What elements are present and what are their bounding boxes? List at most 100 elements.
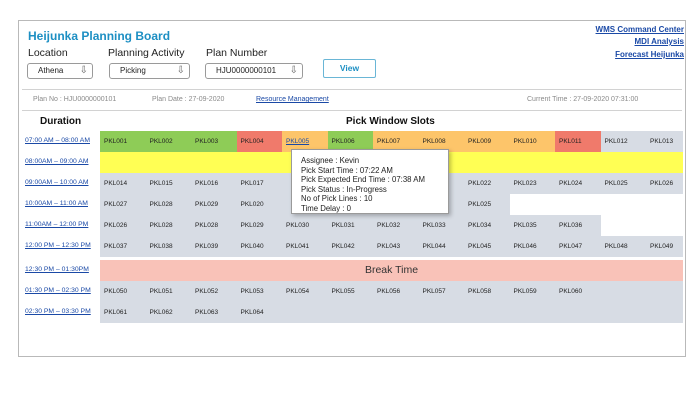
- pick-slot-cell[interactable]: PKL042: [327, 236, 373, 257]
- pick-slot-cell[interactable]: PKL055: [327, 281, 373, 302]
- pick-slot-cell[interactable]: PKL010: [509, 131, 555, 152]
- link-wms-command-center[interactable]: WMS Command Center: [595, 25, 684, 34]
- time-slot-link[interactable]: 10:00AM – 11:00 AM: [25, 200, 88, 207]
- pick-slot-cell[interactable]: PKL006: [327, 131, 373, 152]
- pick-slot-cell[interactable]: PKL017: [236, 173, 282, 194]
- pick-details-tooltip: Assignee : Kevin Pick Start Time : 07:22…: [291, 149, 449, 214]
- pick-slot-cell[interactable]: PKL013: [646, 131, 683, 152]
- pick-slot-cell[interactable]: PKL028: [145, 215, 191, 236]
- pick-slot-cell[interactable]: PKL037: [100, 236, 146, 257]
- pick-slot-cell[interactable]: PKL015: [145, 173, 191, 194]
- pick-slot-cell[interactable]: PKL022: [464, 173, 510, 194]
- pick-slot-cell[interactable]: PKL005: [282, 131, 328, 152]
- pick-slot-cell[interactable]: PKL052: [191, 281, 237, 302]
- pick-slot-cell[interactable]: PKL029: [236, 215, 282, 236]
- pick-slot-cell[interactable]: PKL035: [509, 215, 555, 236]
- empty-slot-cell: [601, 194, 647, 215]
- time-slot-link[interactable]: 12:30 PM – 01:30PM: [25, 266, 89, 273]
- pick-slot-cell[interactable]: PKL007: [373, 131, 419, 152]
- pick-slot-cell[interactable]: PKL001: [100, 131, 146, 152]
- tooltip-pick-lines: No of Pick Lines : 10: [301, 194, 373, 203]
- pick-slot-cell[interactable]: PKL048: [600, 236, 646, 257]
- pick-slot-cell[interactable]: PKL033: [418, 215, 464, 236]
- plan-no-text: Plan No : HJU0000000101: [33, 96, 117, 103]
- pick-slot-cell[interactable]: PKL009: [464, 131, 510, 152]
- pick-slot-cell[interactable]: PKL031: [327, 215, 373, 236]
- pick-slot-cell[interactable]: PKL056: [373, 281, 419, 302]
- pick-slot-cell[interactable]: PKL047: [555, 236, 601, 257]
- pick-slot-cell[interactable]: PKL051: [145, 281, 191, 302]
- empty-slot-cell: [600, 302, 646, 323]
- pick-slot-cell[interactable]: PKL046: [509, 236, 555, 257]
- pick-slot-cell[interactable]: PKL039: [191, 236, 237, 257]
- pick-slot-cell[interactable]: PKL024: [555, 173, 601, 194]
- pick-slot-cell[interactable]: PKL038: [145, 236, 191, 257]
- schedule-row: 12:30 PM – 01:30PM Break Time: [20, 260, 683, 281]
- divider: [22, 89, 682, 90]
- pick-slot-cell[interactable]: PKL044: [418, 236, 464, 257]
- pick-slot-cell[interactable]: PKL060: [555, 281, 601, 302]
- pick-slot-cell[interactable]: PKL061: [100, 302, 146, 323]
- schedule-row: 07:00 AM – 08:00 AM PKL001 PKL002 PKL003 PKL…: [20, 131, 683, 152]
- pick-slot-cell[interactable]: PKL016: [191, 173, 237, 194]
- time-slot-link[interactable]: 11:00AM – 12:00 PM: [25, 221, 89, 228]
- pick-slot-cell[interactable]: PKL053: [236, 281, 282, 302]
- pick-slot-cell[interactable]: PKL032: [373, 215, 419, 236]
- time-slot-link[interactable]: 08:00AM – 09:00 AM: [25, 158, 89, 165]
- empty-slot-cell: [418, 302, 464, 323]
- pick-slot-cell[interactable]: PKL040: [236, 236, 282, 257]
- pick-slot-cell[interactable]: PKL059: [509, 281, 555, 302]
- pick-slot-cell[interactable]: PKL028: [191, 215, 237, 236]
- pick-slot-cell[interactable]: PKL003: [191, 131, 237, 152]
- pick-slot-cell[interactable]: PKL063: [191, 302, 237, 323]
- pick-slot-cell[interactable]: PKL036: [555, 215, 601, 236]
- pick-slot-cell[interactable]: PKL027: [100, 194, 146, 215]
- pick-slot-cell[interactable]: PKL026: [646, 173, 683, 194]
- pick-slot-cell[interactable]: PKL028: [145, 194, 191, 215]
- time-slot-link[interactable]: 07:00 AM – 08:00 AM: [25, 137, 90, 144]
- pick-slot-cell[interactable]: PKL057: [418, 281, 464, 302]
- pick-slot-cell[interactable]: PKL025: [464, 194, 510, 215]
- time-slot-link[interactable]: 01:30 PM – 02:30 PM: [25, 287, 91, 294]
- chevron-down-icon: ⇩: [79, 65, 88, 76]
- location-dropdown[interactable]: Athena ⇩: [27, 63, 93, 79]
- pick-slot-cell[interactable]: PKL014: [100, 173, 146, 194]
- pick-slot-cell[interactable]: PKL025: [600, 173, 646, 194]
- tooltip-end-time: Pick Expected End Time : 07:38 AM: [301, 175, 425, 184]
- pick-slot-cell[interactable]: PKL054: [282, 281, 328, 302]
- pick-slot-cell[interactable]: PKL012: [600, 131, 646, 152]
- resource-management-link[interactable]: Resource Management: [256, 96, 329, 103]
- view-button[interactable]: View: [323, 59, 376, 78]
- time-slot-link[interactable]: 09:00AM – 10:00 AM: [25, 179, 89, 186]
- pick-slot-cell[interactable]: PKL064: [236, 302, 282, 323]
- plan-number-label: Plan Number: [206, 47, 268, 59]
- pick-slot-cell[interactable]: PKL029: [191, 194, 237, 215]
- pick-slot-cell[interactable]: PKL026: [100, 215, 146, 236]
- pick-slot-cell[interactable]: PKL034: [464, 215, 510, 236]
- pick-slot-cell[interactable]: PKL045: [464, 236, 510, 257]
- link-mdi-analysis[interactable]: MDI Analysis: [634, 37, 685, 46]
- pick-slot-cell[interactable]: PKL062: [145, 302, 191, 323]
- empty-slot-cell: [510, 194, 556, 215]
- pick-slot-cell[interactable]: PKL049: [646, 236, 683, 257]
- current-time-text: Current Time : 27-09-2020 07:31:00: [527, 96, 639, 103]
- pick-slot-cell[interactable]: PKL008: [418, 131, 464, 152]
- pick-slot-cell[interactable]: PKL011: [555, 131, 601, 152]
- pick-slot-cell[interactable]: PKL004: [236, 131, 282, 152]
- link-forecast-heijunka[interactable]: Forecast Heijunka: [615, 50, 684, 59]
- planning-activity-dropdown[interactable]: Picking ⇩: [109, 63, 190, 79]
- pick-slot-cell[interactable]: PKL002: [145, 131, 191, 152]
- pick-slot-cell[interactable]: PKL041: [282, 236, 328, 257]
- pick-slot-cell[interactable]: PKL020: [236, 194, 282, 215]
- time-slot-link[interactable]: 12:00 PM – 12:30 PM: [25, 242, 91, 249]
- plan-number-dropdown[interactable]: HJU0000000101 ⇩: [205, 63, 303, 79]
- empty-slot-cell: [373, 302, 419, 323]
- pick-slot-cell[interactable]: PKL058: [464, 281, 510, 302]
- pick-slot-cell[interactable]: PKL023: [509, 173, 555, 194]
- time-slot-link[interactable]: 02:30 PM – 03:30 PM: [25, 308, 91, 315]
- pick-slot-cell[interactable]: PKL043: [373, 236, 419, 257]
- empty-slot-cell: [646, 281, 683, 302]
- pick-slot-cell[interactable]: PKL050: [100, 281, 146, 302]
- pick-slot-cell[interactable]: PKL030: [282, 215, 328, 236]
- chevron-down-icon: ⇩: [176, 65, 185, 76]
